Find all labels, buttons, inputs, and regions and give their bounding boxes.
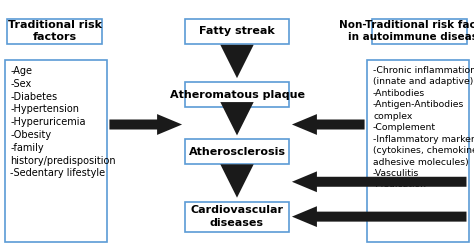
Text: Traditional risk
factors: Traditional risk factors — [8, 20, 101, 42]
Text: -Age
-Sex
-Diabetes
-Hypertension
-Hyperuricemia
-Obesity
-family
history/predis: -Age -Sex -Diabetes -Hypertension -Hyper… — [10, 66, 116, 178]
FancyBboxPatch shape — [372, 19, 467, 44]
FancyBboxPatch shape — [185, 82, 289, 107]
Text: Cardiovascular
diseases: Cardiovascular diseases — [191, 205, 283, 228]
FancyBboxPatch shape — [367, 60, 469, 242]
Text: Fatty streak: Fatty streak — [199, 26, 275, 36]
Text: -Chronic inflammation
(innate and adaptive)
-Antibodies
-Antigen-Antibodies
comp: -Chronic inflammation (innate and adapti… — [373, 66, 474, 189]
Text: Non-Traditional risk factors
in autoimmune diseases: Non-Traditional risk factors in autoimmu… — [339, 20, 474, 42]
FancyBboxPatch shape — [185, 202, 289, 232]
FancyBboxPatch shape — [185, 139, 289, 164]
FancyBboxPatch shape — [185, 19, 289, 44]
Text: Atheromatous plaque: Atheromatous plaque — [170, 90, 304, 100]
FancyBboxPatch shape — [5, 60, 107, 242]
Text: Atherosclerosis: Atherosclerosis — [189, 147, 285, 157]
FancyBboxPatch shape — [7, 19, 102, 44]
